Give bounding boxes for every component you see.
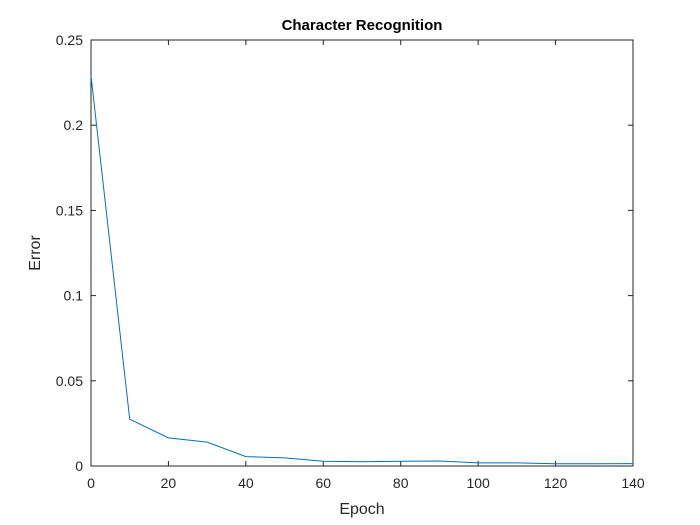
y-tick-label: 0.05 [56, 373, 83, 389]
x-tick-label: 40 [238, 475, 254, 491]
x-axis-label: Epoch [339, 501, 384, 518]
tick-labels: 0 20 40 60 80 100 120 140 0 0.05 0.1 0.15 0.2 0.25 [56, 32, 645, 491]
x-tick-label: 20 [161, 475, 177, 491]
chart-title: Character Recognition [282, 17, 443, 34]
x-tick-label: 60 [315, 475, 331, 491]
series-layer [90, 75, 634, 465]
y-tick-label: 0.15 [56, 202, 83, 218]
plot-area [90, 39, 634, 467]
y-tick-label: 0 [75, 458, 83, 474]
y-tick-label: 0.2 [64, 117, 84, 133]
x-tick-label: 120 [544, 475, 568, 491]
x-tick-label: 140 [621, 475, 645, 491]
x-tick-label: 80 [393, 475, 409, 491]
y-tick-label: 0.25 [56, 32, 83, 48]
y-axis-label: Error [27, 235, 44, 271]
series-line [90, 75, 634, 465]
y-tick-label: 0.1 [64, 288, 84, 304]
x-tick-label: 100 [466, 475, 490, 491]
x-tick-label: 0 [87, 475, 95, 491]
